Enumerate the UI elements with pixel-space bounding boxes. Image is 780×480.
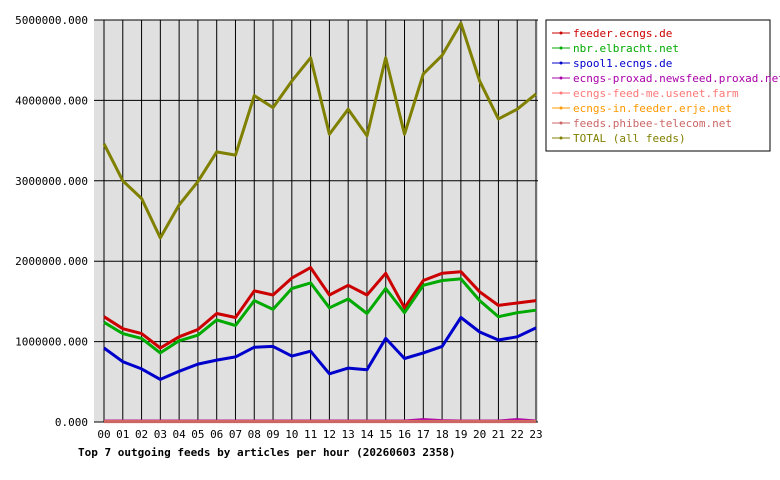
legend: feeder.ecngs.de nbr.elbracht.net spool1.ec… (545, 19, 780, 152)
x-tick-label: 19 (454, 428, 467, 441)
legend-label: nbr.elbracht.net (573, 42, 679, 55)
x-tick-label: 05 (191, 428, 204, 441)
chart-title: Top 7 outgoing feeds by articles per hou… (78, 446, 456, 459)
series-line-spool1-ecngs-de (103, 316, 537, 381)
x-axis-ticks: 00 01 02 03 04 05 06 07 08 09 10 11 12 13 14 15 16 17 18 19… (97, 428, 542, 441)
x-tick-label: 04 (173, 428, 187, 441)
legend-label: ecngs-proxad.newsfeed.proxad.net (573, 72, 780, 85)
legend-marker (559, 91, 563, 95)
legend-marker (559, 136, 563, 140)
legend-marker (559, 61, 563, 65)
x-tick-label: 00 (97, 428, 110, 441)
legend-box (545, 19, 771, 152)
x-tick-label: 02 (135, 428, 148, 441)
y-tick-label: 5000000.000 (15, 14, 88, 27)
x-tick-label: 10 (285, 428, 298, 441)
x-tick-label: 22 (511, 428, 524, 441)
x-tick-label: 15 (379, 428, 392, 441)
x-tick-label: 08 (248, 428, 261, 441)
x-tick-label: 23 (529, 428, 542, 441)
legend-label: spool1.ecngs.de (573, 57, 672, 70)
plot-area (94, 20, 538, 422)
y-axis-ticks: 0.000 1000000.000 2000000.000 3000000.000 40… (15, 14, 88, 429)
legend-label: feeder.ecngs.de (573, 27, 672, 40)
x-tick-label: 09 (266, 428, 279, 441)
legend-label: TOTAL (all feeds) (573, 132, 686, 145)
series-line-total-all-feeds- (102, 21, 537, 240)
series-lines (102, 21, 537, 424)
y-tick-label: 2000000.000 (15, 255, 88, 268)
x-tick-label: 07 (229, 428, 242, 441)
y-tick-label: 3000000.000 (15, 175, 88, 188)
legend-marker (559, 121, 563, 125)
legend-marker (559, 46, 563, 50)
series-line-feeder-ecngs-de (103, 266, 537, 350)
x-tick-label: 20 (473, 428, 486, 441)
x-tick-label: 21 (492, 428, 505, 441)
series-line-nbr-elbracht-net (103, 277, 537, 355)
x-tick-label: 17 (417, 428, 430, 441)
x-tick-label: 11 (304, 428, 317, 441)
x-tick-label: 12 (323, 428, 336, 441)
x-tick-label: 03 (154, 428, 167, 441)
legend-label: ecngs-in.feeder.erje.net (573, 102, 732, 115)
legend-marker (559, 106, 563, 110)
x-tick-label: 06 (210, 428, 223, 441)
x-tick-label: 16 (398, 428, 411, 441)
legend-label: feeds.phibee-telecom.net (573, 117, 732, 130)
y-tick-label: 4000000.000 (15, 94, 88, 107)
y-tick-label: 0.000 (55, 416, 88, 429)
x-tick-label: 01 (116, 428, 129, 441)
x-tick-label: 13 (342, 428, 355, 441)
legend-marker (559, 76, 563, 80)
y-tick-label: 1000000.000 (15, 336, 88, 349)
x-tick-label: 14 (360, 428, 374, 441)
legend-marker (559, 31, 563, 35)
x-tick-label: 18 (435, 428, 448, 441)
legend-label: ecngs-feed-me.usenet.farm (573, 87, 739, 100)
